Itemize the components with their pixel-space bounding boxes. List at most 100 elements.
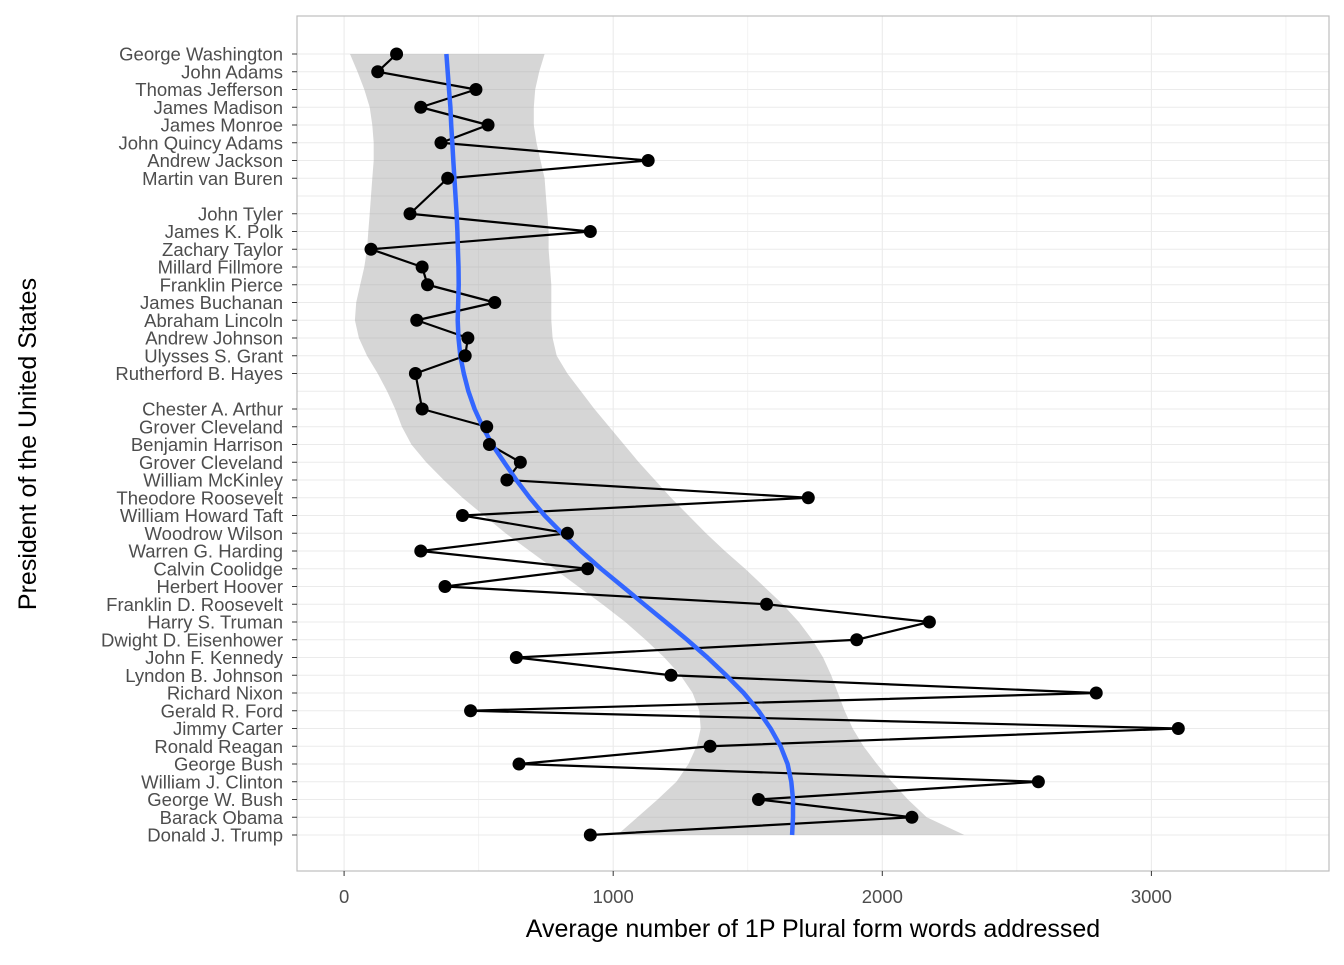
y-tick-label: Martin van Buren (142, 168, 283, 189)
series-line-segment (376, 70, 478, 91)
series-line-segment (419, 106, 490, 127)
data-point (664, 668, 678, 682)
y-tick-label: Andrew Jackson (147, 150, 283, 171)
series-line-segment (461, 496, 810, 517)
y-tick-label: Chester A. Arthur (142, 399, 283, 420)
y-tick-label: William J. Clinton (141, 771, 283, 792)
data-point (513, 455, 527, 469)
y-tick-label: Barack Obama (160, 807, 284, 828)
y-tick-label: James K. Polk (165, 221, 284, 242)
series-line-segment (408, 212, 592, 233)
data-point (414, 100, 428, 114)
series-line-segment (461, 514, 569, 535)
y-tick-label: Franklin D. Roosevelt (106, 594, 283, 615)
data-point (455, 509, 469, 522)
y-tick-label: Rutherford B. Hayes (115, 363, 283, 384)
data-point (583, 828, 597, 842)
point-layer (364, 47, 1185, 842)
x-axis-title: Average number of 1P Plural form words a… (526, 915, 1100, 943)
grid-layer (297, 16, 1329, 871)
data-point (364, 242, 378, 256)
data-point (464, 704, 478, 718)
data-point (760, 597, 774, 611)
y-tick-label: Dwight D. Eisenhower (101, 629, 283, 650)
data-point (480, 420, 494, 434)
series-line-segment (517, 762, 1040, 783)
data-point (482, 438, 496, 451)
x-tick-label: 1000 (593, 886, 634, 907)
series-line-segment (517, 745, 712, 766)
series-line-segment (446, 159, 650, 180)
y-tick-label: Calvin Coolidge (153, 558, 283, 579)
y-tick-label: John Tyler (198, 203, 283, 224)
y-tick-label: John Adams (181, 61, 283, 82)
plot-border (296, 15, 1330, 872)
series-line-segment (443, 567, 589, 588)
y-tick-label: James Monroe (161, 115, 283, 136)
y-tick-label: Gerald R. Ford (161, 700, 283, 721)
series-line-segment (708, 727, 1180, 748)
y-tick-label: George W. Bush (147, 789, 283, 810)
data-point (560, 526, 574, 540)
data-point (415, 402, 429, 416)
data-point (703, 739, 717, 753)
y-tick-label: Zachary Taylor (162, 239, 283, 260)
series-line-segment (439, 141, 650, 162)
y-tick-label: Harry S. Truman (147, 612, 283, 633)
data-point (641, 154, 655, 167)
data-point (801, 491, 815, 505)
series-line-segment (426, 283, 496, 304)
data-point (403, 207, 417, 221)
data-point (414, 544, 428, 558)
data-point (509, 651, 523, 664)
data-point (469, 83, 483, 96)
series-line-segment (757, 780, 1040, 801)
data-point (500, 473, 514, 487)
y-tick-label: Donald J. Trump (147, 825, 283, 846)
y-tick-label: Jimmy Carter (173, 718, 283, 739)
series-line-segment (439, 123, 490, 144)
series-line-segment (515, 656, 673, 677)
data-point (752, 793, 766, 806)
y-tick-label: Theodore Roosevelt (116, 487, 283, 508)
series-line-segment (408, 177, 449, 215)
y-tick-label: Grover Cleveland (139, 452, 283, 473)
data-point (371, 65, 385, 79)
data-point (421, 278, 435, 292)
y-tick-label: Andrew Johnson (145, 328, 283, 349)
x-tick-label: 0 (339, 886, 349, 907)
y-tick-label: Benjamin Harrison (131, 434, 283, 455)
y-tick-label: John F. Kennedy (145, 647, 284, 668)
data-point (488, 296, 502, 309)
series-line-segment (469, 691, 1098, 712)
band-layer (350, 54, 965, 835)
data-point (1031, 775, 1045, 789)
x-tick-label: 2000 (862, 886, 903, 907)
y-tick-label: Franklin Pierce (160, 274, 283, 295)
data-point (583, 225, 597, 238)
data-point (581, 562, 595, 576)
data-point (408, 367, 422, 380)
series-line-segment (414, 354, 467, 375)
y-tick-label: Herbert Hoover (157, 576, 283, 597)
data-point (458, 349, 472, 363)
x-tick-layer: 0 1000 2000 3000 (339, 871, 1172, 907)
y-tick-label: Lyndon B. Johnson (125, 665, 283, 686)
y-tick-label: Thomas Jefferson (135, 79, 283, 100)
series-line-segment (369, 248, 424, 269)
y-tick-label: Millard Fillmore (158, 257, 283, 278)
data-point (1171, 722, 1185, 735)
series-line-segment (419, 532, 569, 553)
series-line-segment (589, 816, 913, 837)
data-point (434, 136, 448, 150)
data-point (461, 331, 475, 345)
y-tick-label: William Howard Taft (120, 505, 283, 526)
series-line-segment (469, 709, 1180, 730)
y-tick-label: Grover Cleveland (139, 416, 283, 437)
y-tick-label: Abraham Lincoln (144, 310, 283, 331)
data-point (512, 757, 526, 771)
y-axis-title: President of the United States (14, 278, 42, 610)
